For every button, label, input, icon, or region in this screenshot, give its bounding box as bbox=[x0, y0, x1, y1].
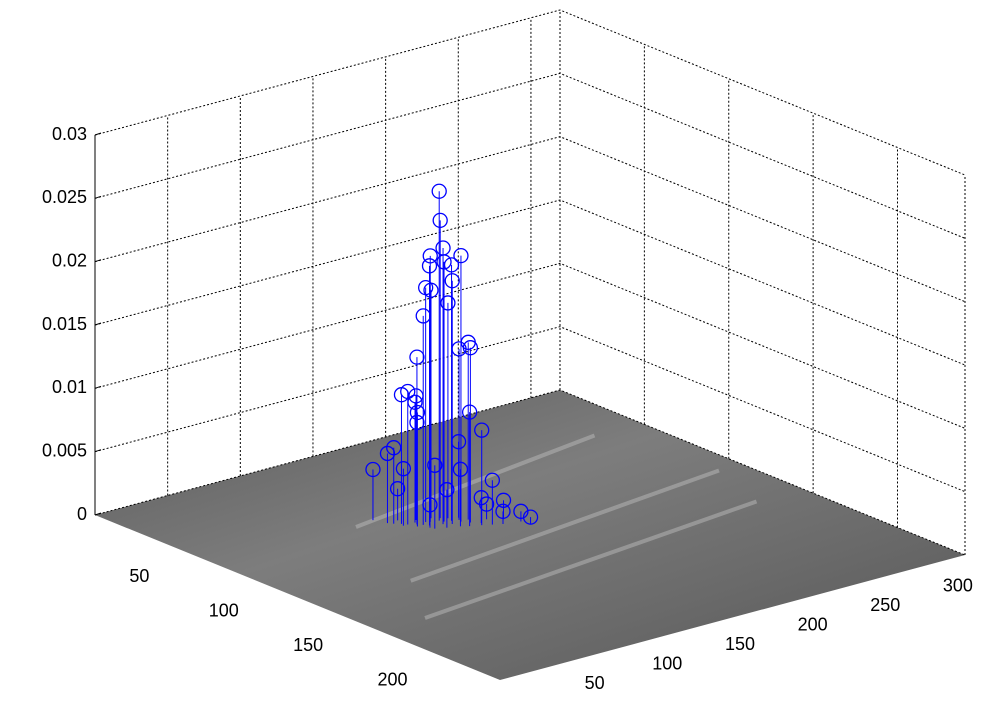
x-tick-label: 200 bbox=[798, 615, 828, 635]
x-tick-label: 250 bbox=[870, 595, 900, 615]
page: 0 0.005 0.01 0.015 0.02 0.025 0.03 50 100 150 200 2… bbox=[0, 0, 994, 711]
y-tick-label: 50 bbox=[129, 566, 149, 586]
grid-line bbox=[95, 73, 965, 238]
x-tick-label: 100 bbox=[652, 654, 682, 674]
x-tick-label: 50 bbox=[585, 673, 605, 693]
z-tick-label: 0.01 bbox=[52, 377, 87, 397]
z-tick-label: 0.03 bbox=[52, 124, 87, 144]
floor-surface bbox=[95, 390, 965, 680]
grid-line bbox=[95, 137, 965, 302]
z-tick-label: 0.005 bbox=[42, 440, 87, 460]
floor-image bbox=[95, 390, 965, 680]
z-tick-label: 0.025 bbox=[42, 187, 87, 207]
chart: 0 0.005 0.01 0.015 0.02 0.025 0.03 50 100 150 200 2… bbox=[0, 0, 994, 711]
y-tick-label: 200 bbox=[377, 669, 407, 689]
grid-line bbox=[95, 200, 965, 365]
x-tick-label: 300 bbox=[943, 576, 973, 596]
y-tick-label: 150 bbox=[293, 635, 323, 655]
z-tick-label: 0 bbox=[77, 504, 87, 524]
grid-line bbox=[95, 10, 965, 175]
z-tick-label: 0.015 bbox=[42, 314, 87, 334]
x-tick-label: 150 bbox=[725, 634, 755, 654]
y-tick-label: 100 bbox=[209, 601, 239, 621]
z-tick-label: 0.02 bbox=[52, 250, 87, 270]
